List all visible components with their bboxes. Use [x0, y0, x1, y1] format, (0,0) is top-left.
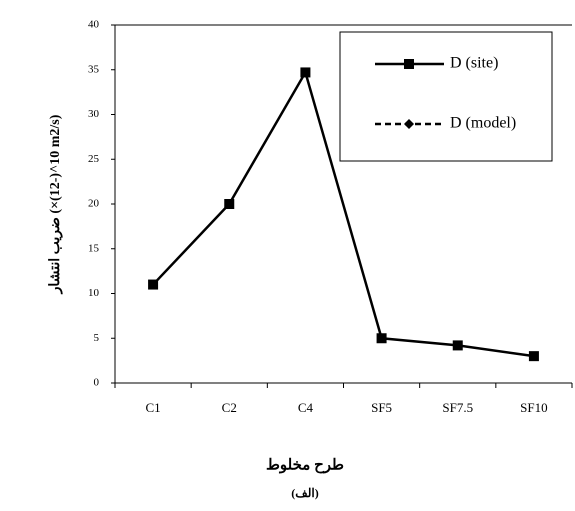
point [528, 351, 539, 362]
x-tick-label: C2 [222, 400, 237, 415]
y-tick-label: 15 [88, 242, 100, 254]
y-tick-label: 20 [88, 198, 100, 210]
x-tick-label: SF7.5 [442, 400, 473, 415]
y-axis-label: ضریب انتشار (×10^(-12) m2/s) [48, 114, 63, 294]
point [224, 199, 235, 209]
point [148, 279, 159, 290]
legend-label: D (model) [450, 115, 516, 132]
legend-box [339, 31, 553, 162]
x-tick-label: SF10 [520, 400, 547, 415]
x-tick-label: C4 [298, 400, 314, 415]
series-line [152, 69, 535, 358]
x-tick-label: C1 [145, 400, 160, 415]
y-tick-label: 25 [88, 153, 100, 165]
caption: (الف) [291, 486, 318, 500]
point [452, 340, 463, 351]
y-tick-label: 35 [88, 63, 100, 75]
x-tick-label: SF5 [371, 400, 392, 415]
legend-marker [404, 59, 414, 69]
point [300, 67, 311, 78]
y-tick-label: 10 [88, 287, 100, 299]
legend-label: D (site) [450, 55, 498, 72]
point [376, 333, 387, 344]
y-tick-label: 40 [88, 19, 100, 31]
legend-marker [404, 119, 414, 129]
y-tick-label: 0 [94, 377, 100, 389]
y-tick-label: 30 [88, 108, 100, 120]
y-tick-label: 5 [94, 332, 100, 344]
x-axis-label: طرح مخلوط [266, 457, 344, 473]
